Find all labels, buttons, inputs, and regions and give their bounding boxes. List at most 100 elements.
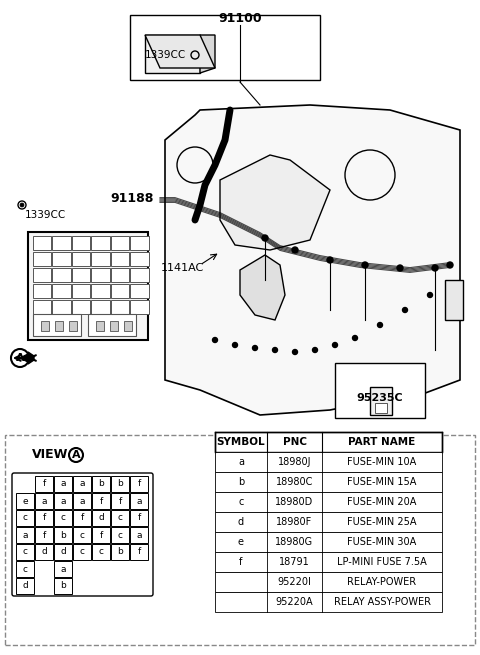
Text: FUSE-MIN 20A: FUSE-MIN 20A [348,497,417,507]
Text: c: c [23,565,27,574]
Text: 18980J: 18980J [278,457,311,467]
Bar [111,544,129,560]
Bar [72,252,90,266]
Text: f: f [42,479,46,489]
Bar [445,280,463,320]
Text: RELAY-POWER: RELAY-POWER [348,577,417,587]
Bar [54,578,72,594]
Bar [33,236,51,250]
Bar [72,300,90,314]
Bar [111,493,129,509]
Bar [52,236,71,250]
Circle shape [252,345,257,350]
Bar [215,492,442,512]
Bar [73,527,91,543]
Bar [91,284,110,298]
Bar [92,510,110,526]
Text: e: e [238,537,244,547]
Text: FUSE-MIN 30A: FUSE-MIN 30A [348,537,417,547]
Bar [92,493,110,509]
Text: f: f [80,514,84,523]
Bar [73,493,91,509]
Text: f: f [137,514,141,523]
Bar [33,268,51,282]
Bar [91,268,110,282]
Bar [111,510,129,526]
Text: 18980G: 18980G [276,537,313,547]
Bar [124,321,132,331]
Text: d: d [22,582,28,591]
Bar [28,232,148,340]
Text: f: f [137,548,141,557]
Bar [215,432,442,452]
Text: 1141AC: 1141AC [160,263,204,273]
Text: a: a [238,457,244,467]
Text: c: c [98,548,104,557]
Bar [130,510,148,526]
Text: c: c [238,497,244,507]
Circle shape [447,262,453,268]
Text: d: d [238,517,244,527]
Circle shape [362,262,368,268]
Bar [35,527,53,543]
Text: f: f [99,531,103,540]
Text: FUSE-MIN 25A: FUSE-MIN 25A [347,517,417,527]
Text: RELAY ASSY-POWER: RELAY ASSY-POWER [334,597,431,607]
Bar [111,284,129,298]
Text: a: a [22,531,28,540]
Text: a: a [41,496,47,506]
Text: c: c [60,514,65,523]
Bar [73,510,91,526]
Bar [16,510,34,526]
Bar [215,572,442,592]
Bar [215,592,442,612]
Bar [72,236,90,250]
Bar [130,476,148,492]
Text: a: a [60,479,66,489]
Bar [111,252,129,266]
Text: 18980D: 18980D [276,497,313,507]
Bar [92,527,110,543]
Bar [72,284,90,298]
Bar [33,300,51,314]
Text: c: c [80,531,84,540]
Bar [35,476,53,492]
Bar [130,268,149,282]
Text: f: f [42,514,46,523]
Text: FUSE-MIN 10A: FUSE-MIN 10A [348,457,417,467]
Bar [91,252,110,266]
Bar [111,300,129,314]
Bar [52,300,71,314]
Bar [91,236,110,250]
Bar [111,268,129,282]
Text: FUSE-MIN 15A: FUSE-MIN 15A [348,477,417,487]
Bar [54,510,72,526]
Text: f: f [99,496,103,506]
Text: f: f [240,557,243,567]
Text: 1339CC: 1339CC [25,210,66,220]
Polygon shape [165,105,460,415]
Bar [370,387,392,415]
Text: a: a [79,496,85,506]
Bar [55,321,63,331]
Text: a: a [136,496,142,506]
Bar [54,493,72,509]
Bar [52,252,71,266]
Bar [33,284,51,298]
Circle shape [262,235,268,241]
Bar [130,300,149,314]
Bar [88,314,136,336]
Text: A: A [72,450,80,460]
FancyBboxPatch shape [145,35,200,73]
Circle shape [232,343,238,348]
FancyBboxPatch shape [12,473,153,596]
Text: e: e [22,496,28,506]
Bar [16,561,34,577]
Bar [111,236,129,250]
Bar [215,532,442,552]
Circle shape [428,293,432,297]
Text: LP-MINI FUSE 7.5A: LP-MINI FUSE 7.5A [337,557,427,567]
Bar [92,476,110,492]
Circle shape [403,307,408,312]
Bar [130,236,149,250]
